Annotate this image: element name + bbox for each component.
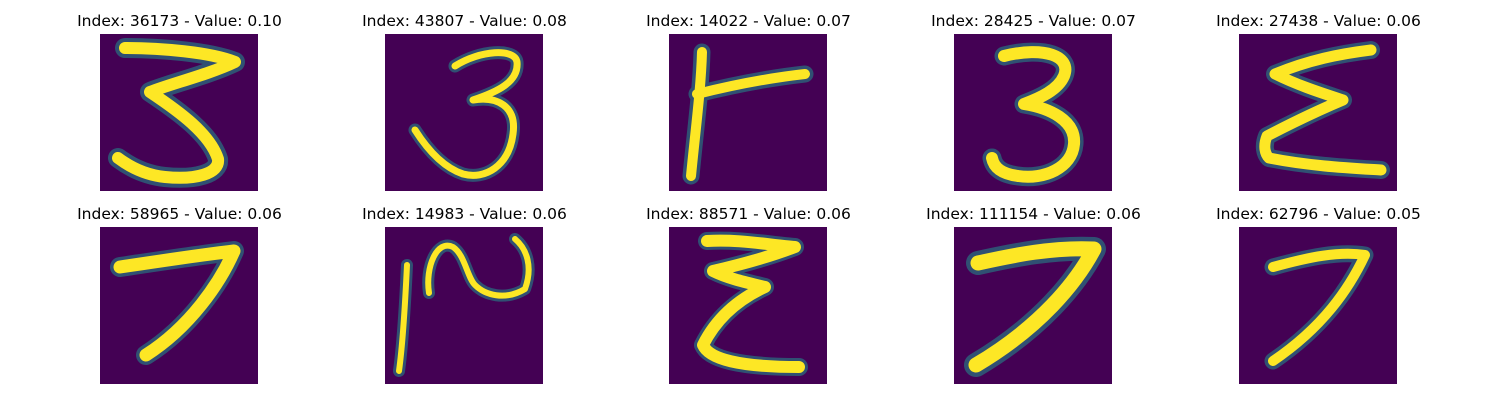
panel-7: Index: 14983 - Value: 0.06 <box>322 193 607 384</box>
panel-6: Index: 58965 - Value: 0.06 <box>37 193 322 384</box>
digit-image <box>385 34 543 191</box>
digit-image <box>385 227 543 384</box>
panel-title: Index: 27438 - Value: 0.06 <box>1216 12 1421 30</box>
panel-title: Index: 28425 - Value: 0.07 <box>931 12 1136 30</box>
panel-2: Index: 43807 - Value: 0.08 <box>322 0 607 191</box>
panel-5: Index: 27438 - Value: 0.06 <box>1176 0 1461 191</box>
digit-image <box>100 34 258 191</box>
panel-title: Index: 62796 - Value: 0.05 <box>1216 205 1421 223</box>
panel-title: Index: 14983 - Value: 0.06 <box>362 205 567 223</box>
panel-4: Index: 28425 - Value: 0.07 <box>891 0 1176 191</box>
digit-image <box>669 34 827 191</box>
panel-title: Index: 111154 - Value: 0.06 <box>926 205 1141 223</box>
digit-image <box>954 34 1112 191</box>
panel-9: Index: 111154 - Value: 0.06 <box>891 193 1176 384</box>
panel-8: Index: 88571 - Value: 0.06 <box>606 193 891 384</box>
panel-1: Index: 36173 - Value: 0.10 <box>37 0 322 191</box>
digit-image <box>669 227 827 384</box>
digit-image <box>1239 34 1397 191</box>
panel-title: Index: 58965 - Value: 0.06 <box>77 205 282 223</box>
panel-title: Index: 36173 - Value: 0.10 <box>77 12 282 30</box>
panel-3: Index: 14022 - Value: 0.07 <box>606 0 891 191</box>
digit-image <box>100 227 258 384</box>
panel-title: Index: 43807 - Value: 0.08 <box>362 12 567 30</box>
panel-title: Index: 14022 - Value: 0.07 <box>646 12 851 30</box>
panel-10: Index: 62796 - Value: 0.05 <box>1176 193 1461 384</box>
digit-image <box>954 227 1112 384</box>
digit-image <box>1239 227 1397 384</box>
panel-title: Index: 88571 - Value: 0.06 <box>646 205 851 223</box>
